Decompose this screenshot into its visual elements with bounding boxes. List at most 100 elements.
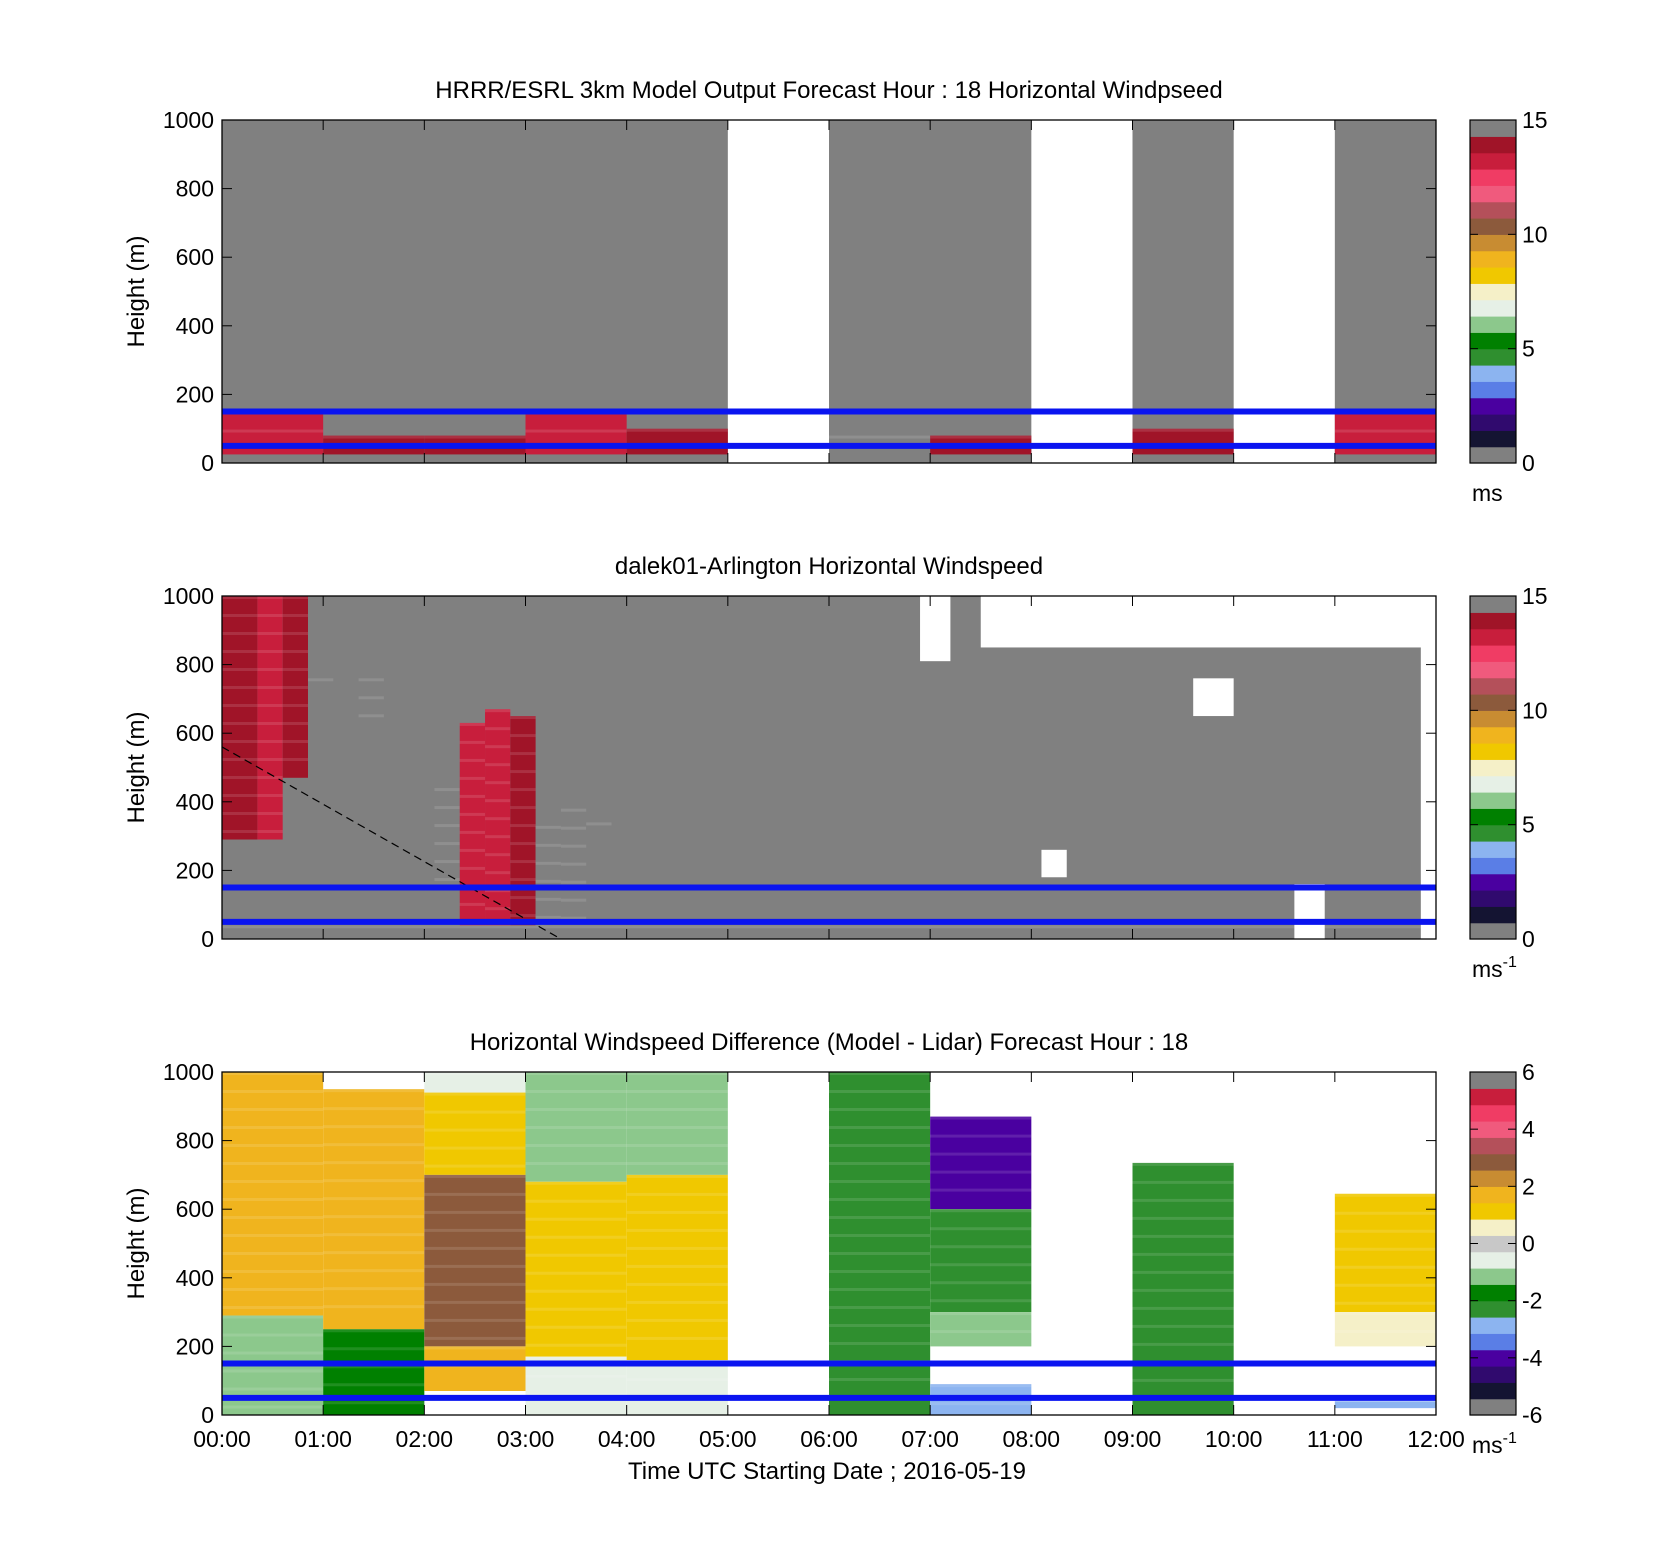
colorbar-segment (1470, 1382, 1516, 1400)
heatmap-row-stripe (323, 435, 425, 439)
y-axis-label: Height (m) (123, 1187, 150, 1299)
heatmap-row-stripe (510, 842, 536, 846)
y-tick-label: 200 (176, 1333, 214, 1359)
heatmap-cell (222, 596, 258, 840)
colorbar-segment (1470, 332, 1516, 350)
colorbar-segment (1470, 1251, 1516, 1269)
heatmap-row-stripe (560, 862, 587, 866)
heatmap-row-stripe (485, 871, 511, 875)
heatmap-row-stripe (282, 668, 308, 671)
colorbar-segment (1470, 1137, 1516, 1155)
colorbar-segment (1470, 414, 1516, 431)
heatmap-row-stripe (323, 1365, 425, 1369)
x-tick-label: 12:00 (1407, 1426, 1465, 1452)
heatmap-row-stripe (323, 1197, 425, 1201)
x-tick-label: 07:00 (901, 1426, 959, 1452)
heatmap-row-stripe (525, 1090, 627, 1093)
heatmap-row-stripe (434, 860, 460, 864)
heatmap-row-stripe (626, 1228, 728, 1232)
colorbar-tick-label: 15 (1522, 583, 1548, 609)
heatmap-cell (626, 1174, 728, 1361)
heatmap-row-stripe (424, 1228, 526, 1232)
missing-data-column (727, 120, 829, 463)
heatmap-row-stripe (560, 808, 587, 812)
heatmap-row-stripe (282, 632, 308, 635)
colorbar-segment (1470, 628, 1516, 646)
y-tick-label: 200 (176, 857, 214, 883)
heatmap-row-stripe (459, 812, 486, 816)
heatmap-row-stripe (257, 632, 283, 635)
heatmap-cell (525, 1072, 627, 1182)
heatmap-row-stripe (485, 907, 511, 911)
heatmap-cell (358, 678, 384, 734)
heatmap-row-stripe (829, 1342, 931, 1345)
heatmap-row-stripe (1334, 1211, 1436, 1215)
heatmap-cell (323, 1089, 425, 1330)
heatmap-row-stripe (1132, 1270, 1234, 1274)
heatmap-row-stripe (222, 1351, 324, 1355)
heatmap-cell (1132, 428, 1234, 455)
heatmap-row-stripe (1334, 1283, 1436, 1287)
missing-data-patch (1193, 678, 1234, 717)
heatmap-row-stripe (222, 1387, 324, 1391)
heatmap-row-stripe (510, 914, 536, 918)
heatmap-row-stripe (257, 686, 283, 689)
heatmap-row-stripe (222, 1072, 324, 1075)
heatmap-row-stripe (257, 704, 283, 707)
heatmap-cell (307, 678, 334, 699)
heatmap-row-stripe (434, 878, 460, 882)
heatmap-row-stripe (829, 1324, 931, 1327)
y-tick-label: 600 (176, 720, 214, 746)
heatmap-row-stripe (424, 1146, 526, 1150)
heatmap-row-stripe (930, 1170, 1032, 1174)
heatmap-row-stripe (485, 727, 511, 731)
heatmap-row-stripe (626, 1144, 728, 1147)
heatmap-row-stripe (525, 1217, 627, 1221)
heatmap-row-stripe (222, 776, 258, 779)
heatmap-row-stripe (323, 1251, 425, 1255)
heatmap-cell (1334, 1401, 1436, 1409)
heatmap-row-stripe (222, 1270, 324, 1273)
heatmap-cell (424, 1346, 526, 1391)
heatmap-row-stripe (525, 1181, 627, 1185)
heatmap-row-stripe (323, 1347, 425, 1351)
heatmap-row-stripe (829, 1126, 931, 1129)
heatmap-row-stripe (282, 722, 308, 725)
heatmap-row-stripe (222, 830, 258, 833)
colorbar-segment (1470, 677, 1516, 695)
y-tick-label: 600 (176, 244, 214, 270)
colorbar-segment (1470, 857, 1516, 875)
heatmap-row-stripe (535, 897, 561, 901)
y-tick-label: 400 (176, 789, 214, 815)
heatmap-row-stripe (323, 1179, 425, 1183)
colorbar-tick-label: 15 (1522, 107, 1548, 133)
heatmap-row-stripe (525, 1162, 627, 1165)
heatmap-row-stripe (525, 1271, 627, 1275)
heatmap-row-stripe (829, 435, 931, 439)
x-tick-label: 05:00 (699, 1426, 757, 1452)
heatmap-row-stripe (535, 861, 561, 865)
colorbar-segment (1470, 201, 1516, 219)
colorbar-segment (1470, 1317, 1516, 1334)
heatmap-row-stripe (525, 1199, 627, 1203)
heatmap-row-stripe (510, 860, 536, 864)
colorbar-tick-label: 0 (1522, 1231, 1535, 1257)
x-axis-label: Time UTC Starting Date ; 2016-05-19 (628, 1458, 1026, 1485)
heatmap-row-stripe (525, 1126, 627, 1129)
heatmap-row-stripe (829, 1306, 931, 1309)
y-tick-label: 800 (176, 1128, 214, 1154)
heatmap-cell (222, 1072, 324, 1316)
x-tick-label: 11:00 (1307, 1426, 1363, 1452)
heatmap-row-stripe (323, 1305, 425, 1309)
heatmap-row-stripe (222, 812, 258, 815)
heatmap-row-stripe (459, 722, 486, 726)
heatmap-row-stripe (930, 1152, 1032, 1156)
heatmap-row-stripe (323, 1215, 425, 1219)
colorbar-segment (1470, 316, 1516, 333)
heatmap-row-stripe (525, 1235, 627, 1239)
heatmap-row-stripe (510, 788, 536, 792)
heatmap-row-stripe (282, 740, 308, 743)
heatmap-row-stripe (626, 1162, 728, 1165)
heatmap-row-stripe (1132, 1252, 1234, 1256)
